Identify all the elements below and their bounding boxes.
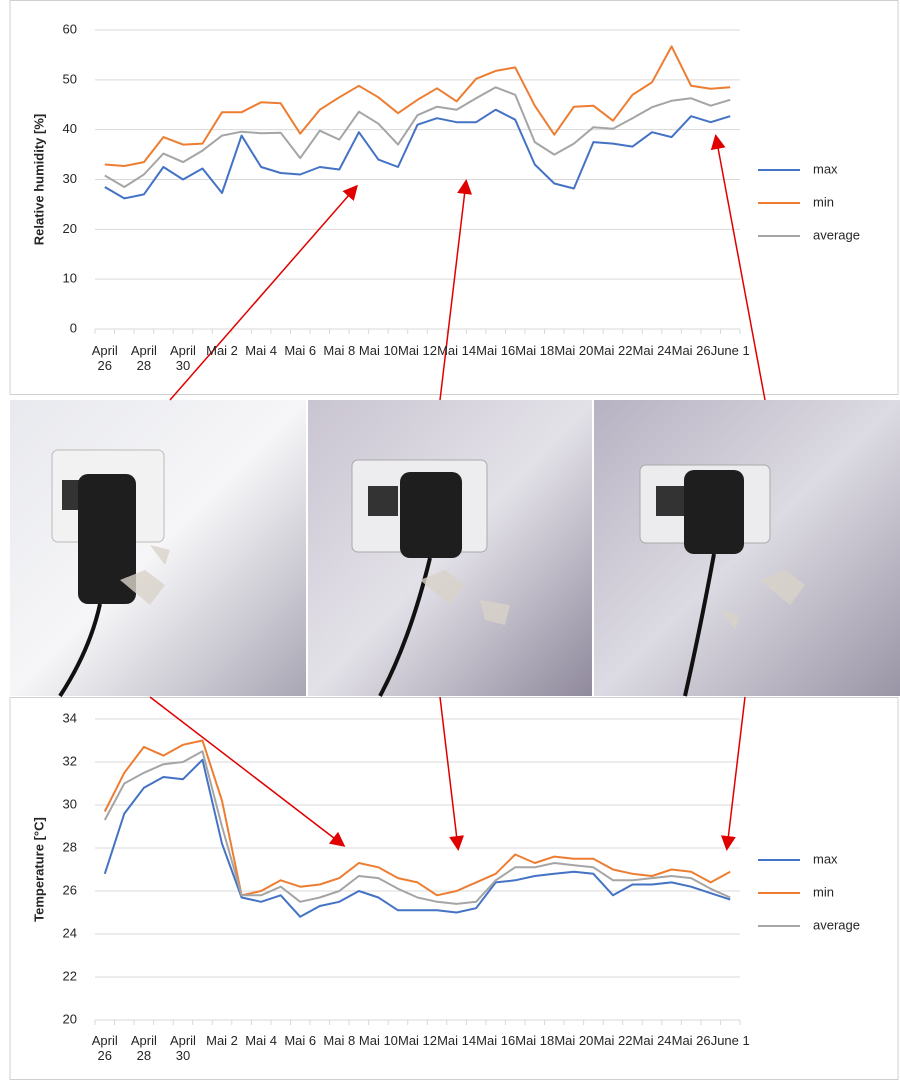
y-tick-label: 24: [63, 925, 77, 940]
x-tick-label: April 30: [169, 1033, 196, 1063]
legend-label: average: [813, 917, 860, 932]
x-tick-label: April 30: [169, 343, 196, 373]
x-tick-label: Mai 14: [437, 1033, 477, 1048]
x-tick-label: Mai 10: [358, 343, 398, 358]
x-tick-label: Mai 22: [593, 343, 633, 358]
x-tick-label: June 1: [710, 1033, 750, 1048]
series-line: [104, 86, 731, 188]
x-tick-label: Mai 8: [323, 343, 356, 358]
x-tick-label: Mai 20: [554, 343, 594, 358]
y-tick-label: 20: [63, 221, 77, 236]
series-line: [103, 750, 731, 905]
legend-label: max: [813, 851, 838, 866]
legend-label: average: [813, 227, 860, 242]
x-tick-label: Mai 26: [671, 343, 711, 358]
y-tick-label: 10: [63, 271, 77, 286]
photo: [594, 400, 900, 697]
x-tick-label: Mai 16: [476, 343, 516, 358]
y-tick-label: 40: [63, 121, 77, 136]
y-tick-label: 28: [63, 839, 77, 854]
x-tick-label: April 26: [91, 1033, 118, 1063]
x-tick-label: Mai 2: [206, 1033, 238, 1048]
x-tick-label: Mai 4: [245, 343, 278, 358]
x-tick-label: Mai 26: [671, 1033, 711, 1048]
series-line: [104, 45, 731, 167]
photo: [308, 400, 592, 697]
y-axis-title: Temperature [°C]: [31, 817, 46, 922]
series-line: [103, 758, 731, 918]
x-tick-label: Mai 22: [593, 1033, 633, 1048]
x-tick-label: Mai 18: [515, 1033, 555, 1048]
panel-border: [9, 697, 899, 1080]
y-tick-label: 32: [63, 753, 77, 768]
x-tick-label: Mai 4: [245, 1033, 278, 1048]
y-tick-label: 0: [70, 320, 77, 335]
y-tick-label: 26: [63, 882, 77, 897]
x-tick-label: April 28: [130, 1033, 157, 1063]
y-tick-label: 50: [63, 71, 77, 86]
legend-label: max: [813, 161, 838, 176]
x-tick-label: Mai 6: [284, 1033, 317, 1048]
x-tick-label: Mai 6: [284, 343, 317, 358]
y-tick-label: 60: [63, 21, 77, 36]
y-tick-label: 20: [63, 1011, 77, 1026]
x-tick-label: April 26: [91, 343, 118, 373]
x-tick-label: Mai 12: [397, 343, 438, 358]
y-tick-label: 30: [63, 796, 77, 811]
photo: [10, 400, 306, 698]
x-tick-label: Mai 2: [206, 343, 238, 358]
x-tick-label: Mai 18: [515, 343, 555, 358]
x-tick-label: April 28: [130, 343, 157, 373]
x-tick-label: Mai 24: [632, 1033, 672, 1048]
y-tick-label: 22: [63, 968, 77, 983]
legend-label: min: [813, 194, 834, 209]
x-tick-label: Mai 16: [476, 1033, 516, 1048]
x-tick-label: Mai 12: [397, 1033, 438, 1048]
x-tick-label: Mai 24: [632, 343, 672, 358]
x-tick-label: Mai 14: [437, 343, 477, 358]
y-tick-label: 34: [63, 710, 77, 725]
x-tick-label: Mai 8: [323, 1033, 356, 1048]
panel-border: [9, 0, 899, 395]
legend-label: min: [813, 884, 834, 899]
x-tick-label: June 1: [710, 343, 750, 358]
series-line: [104, 108, 731, 200]
arrows: [149, 134, 766, 851]
y-tick-label: 30: [63, 171, 77, 186]
x-tick-label: Mai 10: [358, 1033, 398, 1048]
y-axis-title: Relative humidity [%]: [31, 114, 46, 245]
series-line: [103, 739, 731, 897]
x-tick-label: Mai 20: [554, 1033, 594, 1048]
